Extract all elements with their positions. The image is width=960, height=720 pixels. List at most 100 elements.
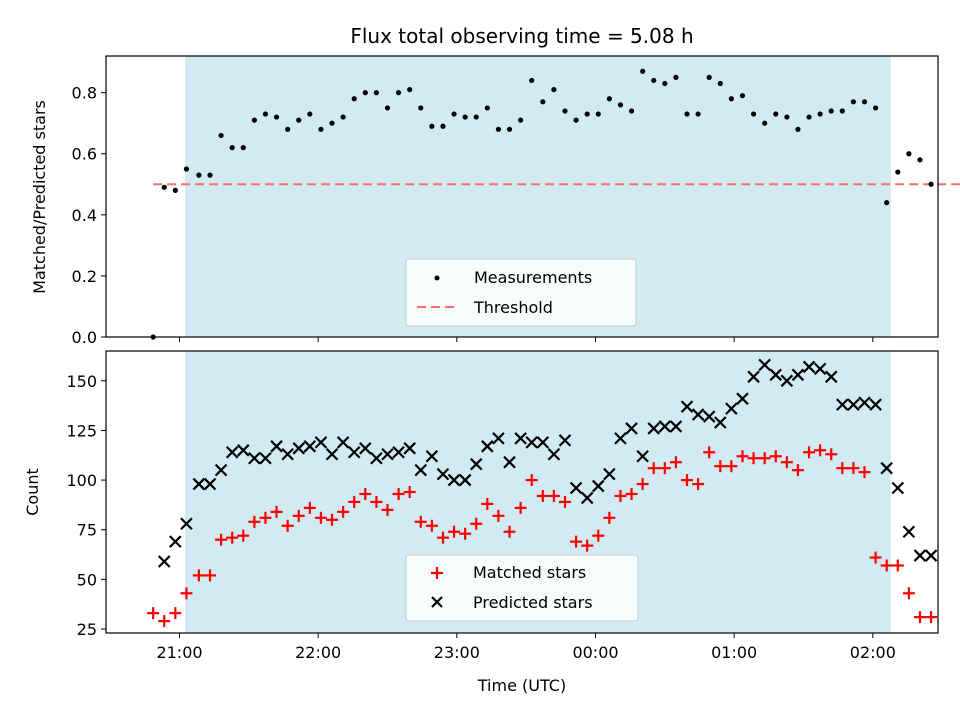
measurement-point xyxy=(183,166,190,172)
matched-star-point xyxy=(281,519,294,532)
measurement-point xyxy=(462,114,468,120)
measurement-point xyxy=(828,108,834,114)
measurement-point xyxy=(706,74,712,80)
matched-star-point xyxy=(836,462,849,475)
matched-star-point xyxy=(348,495,361,508)
measurement-point xyxy=(684,111,690,117)
y-tick-label: 0.8 xyxy=(72,84,97,103)
matched-star-point xyxy=(180,587,193,600)
matched-star-point xyxy=(780,456,793,469)
matched-star-point xyxy=(758,452,771,465)
predicted-star-point xyxy=(514,432,527,445)
measurement-point xyxy=(296,117,302,123)
matched-star-point xyxy=(747,452,760,465)
matched-star-point xyxy=(237,529,250,542)
predicted-star-point xyxy=(392,446,405,459)
predicted-star-point xyxy=(913,549,927,562)
bottom-panel-frame xyxy=(105,350,939,634)
matched-star-point xyxy=(725,460,738,473)
measurement-point xyxy=(351,96,357,102)
measurement-point xyxy=(606,96,612,102)
matched-star-point xyxy=(470,517,483,530)
predicted-star-point xyxy=(869,398,882,411)
predicted-star-point xyxy=(680,400,694,413)
measurement-point xyxy=(651,77,657,84)
y-tick-label: 150 xyxy=(66,372,97,391)
measurement-point xyxy=(518,117,524,123)
measurement-point xyxy=(928,181,934,187)
predicted-star-point xyxy=(425,449,439,463)
matched-star-point xyxy=(858,466,871,479)
measurement-point xyxy=(662,80,668,87)
measurement-point xyxy=(562,108,568,114)
matched-star-point xyxy=(647,462,660,475)
matched-star-point xyxy=(514,501,527,514)
measurement-point xyxy=(196,172,202,178)
x-tick-label: 23:00 xyxy=(434,643,480,662)
predicted-star-point xyxy=(536,436,550,449)
matched-star-point xyxy=(658,462,671,475)
matched-star-point xyxy=(636,478,649,491)
measurement-point xyxy=(429,123,435,129)
measurement-point xyxy=(595,111,601,117)
x-tick-label: 02:00 xyxy=(850,643,896,662)
y-tick-label: 0.2 xyxy=(72,267,97,286)
matched-star-point xyxy=(204,569,216,582)
measurement-point xyxy=(407,86,413,93)
matched-star-point xyxy=(803,446,816,459)
measurement-point xyxy=(573,117,579,123)
measurement-point xyxy=(251,117,257,123)
measurement-point xyxy=(285,126,291,132)
matched-star-point xyxy=(614,489,627,502)
matched-star-point xyxy=(869,551,882,564)
measurement-point xyxy=(673,74,679,80)
predicted-star-point xyxy=(625,422,638,435)
predicted-star-point xyxy=(203,477,217,491)
measurement-point xyxy=(617,102,624,108)
predicted-star-point xyxy=(347,446,361,459)
matched-legend-marker xyxy=(431,567,443,579)
measurement-point xyxy=(739,93,746,99)
predicted-star-point xyxy=(336,436,350,449)
measurement-point xyxy=(762,120,768,126)
predicted-star-point xyxy=(436,467,450,481)
predicted-star-point xyxy=(747,370,760,384)
predicted-star-point xyxy=(647,422,661,435)
measurement-point xyxy=(540,99,546,105)
measurement-point xyxy=(628,108,635,114)
predicted-star-point xyxy=(558,434,572,447)
matched-star-point xyxy=(669,456,682,469)
predicted-star-point xyxy=(270,440,283,453)
measurement-point xyxy=(172,187,178,193)
predicted-star-point xyxy=(458,473,472,487)
predicted-star-point xyxy=(791,368,805,382)
measurement-point xyxy=(318,126,324,132)
measurement-point xyxy=(806,114,812,120)
predicted-star-point xyxy=(836,398,849,411)
predicted-star-point xyxy=(169,535,182,548)
matched-star-point xyxy=(880,559,893,572)
matched-star-point xyxy=(248,515,261,528)
predicted-legend-marker xyxy=(431,596,443,608)
matched-star-point xyxy=(625,487,638,500)
predicted-star-point xyxy=(292,442,306,455)
matched-star-point xyxy=(192,569,205,582)
predicted-star-point xyxy=(813,362,827,376)
measurement-point xyxy=(473,114,479,120)
predicted-star-point xyxy=(225,446,239,459)
matched-star-point xyxy=(370,495,383,508)
measurement-point xyxy=(329,120,335,126)
x-tick-label: 22:00 xyxy=(295,643,341,662)
measurement-point xyxy=(384,105,391,111)
y-tick-label: 100 xyxy=(66,471,97,490)
measurement-point xyxy=(451,111,457,117)
measurement-point xyxy=(484,105,490,111)
predicted-star-point xyxy=(259,451,272,465)
predicted-star-point xyxy=(802,360,816,374)
measurement-point xyxy=(795,126,801,132)
predicted-star-point xyxy=(614,432,627,445)
matched-star-point xyxy=(425,519,438,532)
predicted-star-point xyxy=(492,432,505,445)
matched-star-point xyxy=(825,448,838,461)
